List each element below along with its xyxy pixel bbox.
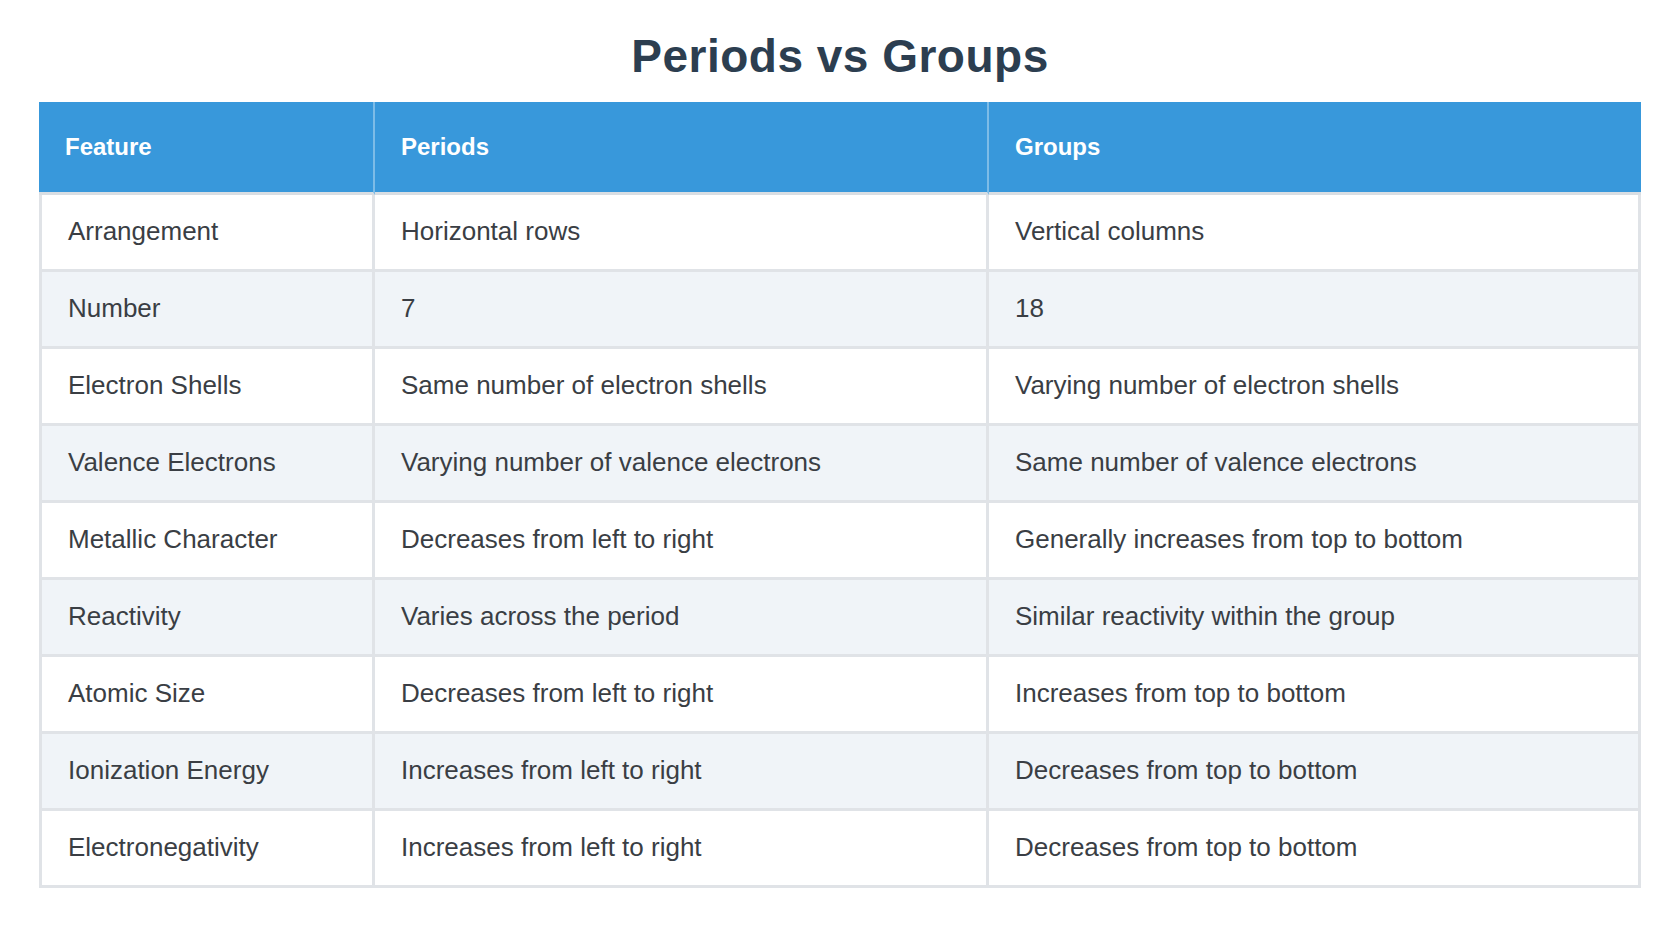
groups-cell: Decreases from top to bottom	[989, 734, 1641, 811]
feature-cell: Electron Shells	[39, 349, 375, 426]
table-body: ArrangementHorizontal rowsVertical colum…	[39, 195, 1641, 888]
periods-cell: 7	[375, 272, 989, 349]
table-row: Ionization EnergyIncreases from left to …	[39, 734, 1641, 811]
feature-cell: Arrangement	[39, 195, 375, 272]
feature-cell: Metallic Character	[39, 503, 375, 580]
groups-cell: Similar reactivity within the group	[989, 580, 1641, 657]
periods-cell: Varying number of valence electrons	[375, 426, 989, 503]
periods-cell: Horizontal rows	[375, 195, 989, 272]
groups-cell: Decreases from top to bottom	[989, 811, 1641, 888]
periods-cell: Decreases from left to right	[375, 657, 989, 734]
table-row: Atomic SizeDecreases from left to rightI…	[39, 657, 1641, 734]
comparison-table: Feature Periods Groups ArrangementHorizo…	[39, 102, 1641, 888]
feature-cell: Valence Electrons	[39, 426, 375, 503]
groups-cell: Increases from top to bottom	[989, 657, 1641, 734]
feature-cell: Reactivity	[39, 580, 375, 657]
table-row: ReactivityVaries across the periodSimila…	[39, 580, 1641, 657]
groups-cell: Generally increases from top to bottom	[989, 503, 1641, 580]
table-row: Metallic CharacterDecreases from left to…	[39, 503, 1641, 580]
feature-cell: Ionization Energy	[39, 734, 375, 811]
periods-cell: Increases from left to right	[375, 811, 989, 888]
table-row: Electron ShellsSame number of electron s…	[39, 349, 1641, 426]
table-row: ElectronegativityIncreases from left to …	[39, 811, 1641, 888]
column-header-groups: Groups	[989, 102, 1641, 195]
table-header-row: Feature Periods Groups	[39, 102, 1641, 195]
page-title: Periods vs Groups	[0, 30, 1680, 83]
feature-cell: Electronegativity	[39, 811, 375, 888]
column-header-periods: Periods	[375, 102, 989, 195]
periods-cell: Same number of electron shells	[375, 349, 989, 426]
groups-cell: Vertical columns	[989, 195, 1641, 272]
periods-cell: Varies across the period	[375, 580, 989, 657]
feature-cell: Atomic Size	[39, 657, 375, 734]
feature-cell: Number	[39, 272, 375, 349]
periods-cell: Decreases from left to right	[375, 503, 989, 580]
table-row: Valence ElectronsVarying number of valen…	[39, 426, 1641, 503]
groups-cell: 18	[989, 272, 1641, 349]
groups-cell: Varying number of electron shells	[989, 349, 1641, 426]
column-header-feature: Feature	[39, 102, 375, 195]
periods-cell: Increases from left to right	[375, 734, 989, 811]
table-row: ArrangementHorizontal rowsVertical colum…	[39, 195, 1641, 272]
table-row: Number718	[39, 272, 1641, 349]
groups-cell: Same number of valence electrons	[989, 426, 1641, 503]
page: Periods vs Groups Feature Periods Groups…	[0, 30, 1680, 940]
